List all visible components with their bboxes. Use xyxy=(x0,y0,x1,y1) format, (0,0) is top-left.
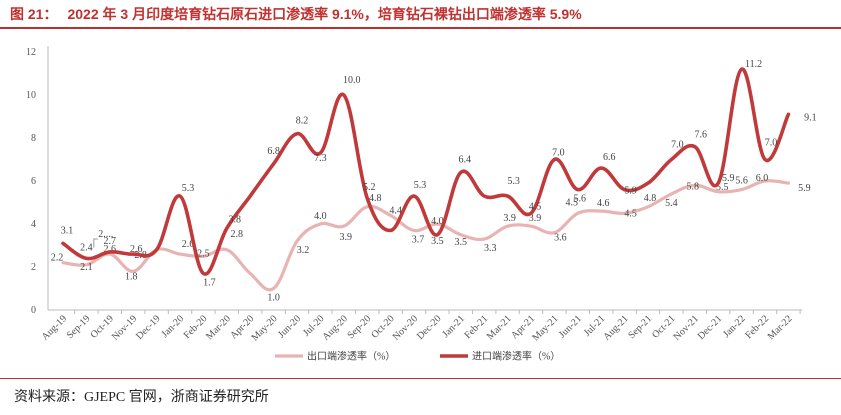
import-data-label: 5.3 xyxy=(414,180,427,191)
import-data-label: 7.0 xyxy=(671,140,684,151)
export-data-label: 2.1 xyxy=(80,262,93,273)
x-tick-label: Jan-22 xyxy=(721,313,748,340)
import-data-label: 7.3 xyxy=(314,153,327,164)
export-data-label: 3.3 xyxy=(484,243,497,254)
export-data-label: 2.2 xyxy=(51,253,64,264)
x-tick-label: Sep-20 xyxy=(346,313,374,341)
import-series-line xyxy=(61,67,791,276)
export-series-line xyxy=(61,179,790,292)
x-tick-label: Jan-20 xyxy=(159,313,186,340)
import-data-label: 5.3 xyxy=(182,183,195,194)
import-data-label: 5.3 xyxy=(507,176,520,187)
x-tick-label: Nov-21 xyxy=(672,313,701,342)
x-tick-label: Dec-20 xyxy=(415,313,444,342)
x-tick-label: Jan-21 xyxy=(440,313,467,340)
title-rule xyxy=(0,27,841,29)
export-data-label: 5.5 xyxy=(716,182,729,193)
annotation-bracket xyxy=(93,238,98,248)
x-tick-label: Nov-19 xyxy=(110,313,139,342)
x-tick-label: Sep-21 xyxy=(626,313,654,341)
source-rule xyxy=(0,378,841,379)
import-data-label: 4.5 xyxy=(529,201,542,212)
x-tick-label: Sep-19 xyxy=(65,313,93,341)
import-data-label: 10.0 xyxy=(343,75,361,86)
import-data-label: 7.0 xyxy=(552,148,565,159)
y-tick-label: 12 xyxy=(26,47,36,58)
x-tick-label: Aug-20 xyxy=(321,313,350,342)
export-data-label: 5.6 xyxy=(735,176,748,187)
y-tick-label: 4 xyxy=(31,219,36,230)
figure-number: 图 21： xyxy=(10,6,58,22)
export-data-label: 2.5 xyxy=(197,248,210,259)
export-data-label: 6.0 xyxy=(756,173,769,184)
import-data-label: 1.7 xyxy=(203,277,216,288)
import-data-label: 9.1 xyxy=(804,112,817,123)
x-tick-label: May-20 xyxy=(250,313,280,343)
export-data-label: 1.0 xyxy=(267,293,280,304)
export-data-label: 3.9 xyxy=(529,213,542,224)
y-tick-label: 8 xyxy=(31,133,36,144)
x-tick-label: Jun-21 xyxy=(557,313,584,340)
chart-title: 图 21： 2022 年 3 月印度培育钻石原石进口渗透率 9.1%，培育钻石裸钻… xyxy=(10,4,582,24)
export-data-label: 3.2 xyxy=(297,245,310,256)
x-tick-label: Jun-20 xyxy=(276,313,303,340)
x-tick-label: Mar-20 xyxy=(204,313,233,342)
import-data-label: 6.6 xyxy=(603,152,616,163)
export-data-label: 4.8 xyxy=(644,193,657,204)
export-data-label: 3.7 xyxy=(412,234,425,245)
y-tick-label: 0 xyxy=(31,305,36,316)
export-data-label: 2.8 xyxy=(231,229,244,240)
export-data-label: 3.9 xyxy=(340,232,353,243)
import-data-label: 6.8 xyxy=(267,146,280,157)
export-data-label: 4.6 xyxy=(597,198,610,209)
source-note: 资料来源：GJEPC 官网，浙商证券研究所 xyxy=(14,390,269,405)
import-data-label: 8.2 xyxy=(296,116,309,127)
export-data-label: 2.6 xyxy=(182,239,195,250)
import-data-label: 3.5 xyxy=(431,236,444,247)
import-data-label: 11.2 xyxy=(745,59,762,70)
import-data-label: 5.9 xyxy=(722,173,735,184)
x-tick-label: Mar-22 xyxy=(766,313,795,342)
export-data-label: 3.6 xyxy=(554,233,567,244)
export-data-label: 3.5 xyxy=(455,237,468,248)
export-data-label: 5.9 xyxy=(798,183,811,194)
x-tick-label: Aug-19 xyxy=(40,313,69,342)
export-data-label: 2.6 xyxy=(104,244,117,255)
export-data-label: 3.9 xyxy=(503,213,516,224)
import-data-label: 5.6 xyxy=(574,194,587,205)
x-tick-label: Dec-19 xyxy=(134,313,163,342)
export-data-label: 4.4 xyxy=(389,205,402,216)
import-data-label: 3.8 xyxy=(229,214,242,225)
annotation-label: 2.... xyxy=(98,229,113,240)
y-tick-label: 10 xyxy=(26,90,36,101)
legend-label-import: 进口端渗透率（%） xyxy=(472,350,560,363)
legend-label-export: 出口端渗透率（%） xyxy=(307,350,395,363)
export-data-label: 5.4 xyxy=(665,198,678,209)
import-data-label: 7.6 xyxy=(695,130,708,141)
x-tick-label: Mar-21 xyxy=(485,313,514,342)
import-data-label: 2.4 xyxy=(80,242,93,253)
x-tick-label: May-21 xyxy=(530,313,560,343)
x-tick-label: Aug-21 xyxy=(601,313,630,342)
y-tick-label: 6 xyxy=(31,176,36,187)
import-data-label: 5.2 xyxy=(363,182,376,193)
import-data-label: 2.7 xyxy=(104,236,117,247)
export-data-label: 4.0 xyxy=(431,216,444,227)
import-data-label: 6.4 xyxy=(459,154,472,165)
y-tick-label: 2 xyxy=(31,262,36,273)
export-data-label: 4.8 xyxy=(369,193,382,204)
x-tick-label: Nov-20 xyxy=(391,313,420,342)
import-data-label: 3.1 xyxy=(61,225,74,236)
import-data-label: 7.0 xyxy=(765,138,778,149)
export-data-label: 4.5 xyxy=(566,197,579,208)
import-data-label: 5.9 xyxy=(624,186,637,197)
line-chart: 024681012Aug-19Sep-19Oct-19Nov-19Dec-19J… xyxy=(26,46,817,363)
x-tick-label: Dec-21 xyxy=(696,313,725,342)
import-data-label: 2.6 xyxy=(130,244,143,255)
export-data-label: 5.8 xyxy=(687,181,700,192)
export-data-label: 4.0 xyxy=(314,211,327,222)
figure-title: 2022 年 3 月印度培育钻石原石进口渗透率 9.1%，培育钻石裸钻出口端渗透… xyxy=(67,6,582,22)
export-data-label: 4.5 xyxy=(624,208,637,219)
export-data-label: 1.8 xyxy=(125,271,138,282)
